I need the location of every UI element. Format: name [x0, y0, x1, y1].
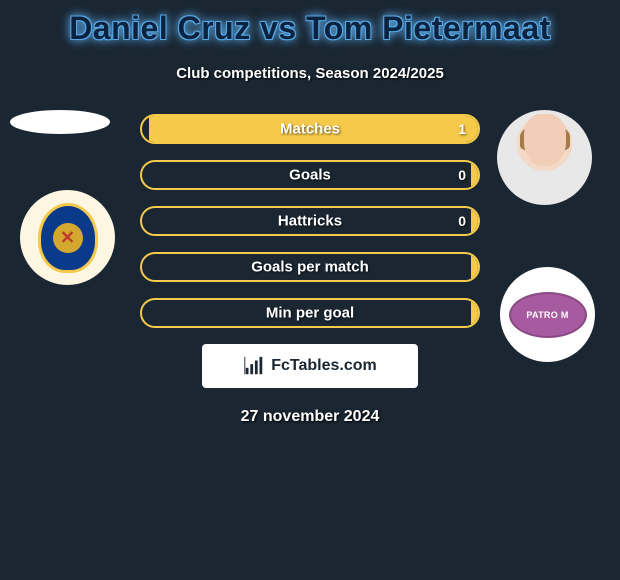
club-badge-icon: PATRO M: [509, 292, 587, 338]
stat-label: Goals per match: [142, 259, 478, 276]
player-left-avatar: [10, 110, 110, 134]
player-right-avatar: [497, 110, 592, 205]
subtitle: Club competitions, Season 2024/2025: [0, 65, 620, 82]
page-title: Daniel Cruz vs Tom Pietermaat: [0, 0, 620, 47]
snapshot-date: 27 november 2024: [0, 408, 620, 426]
logo-text: FcTables.com: [271, 357, 377, 375]
player-right-club-badge: PATRO M: [500, 267, 595, 362]
stat-value-right: 0: [458, 167, 466, 183]
stat-value-right: 1: [458, 121, 466, 137]
stat-label: Hattricks: [142, 213, 478, 230]
fctables-logo: FcTables.com: [202, 344, 418, 388]
stat-value-right: 0: [458, 213, 466, 229]
club-badge-icon: [38, 203, 98, 273]
stats-area: PATRO M Matches1Goals0Hattricks0Goals pe…: [0, 112, 620, 328]
stat-label: Matches: [142, 121, 478, 138]
player-left-club-badge: [20, 190, 115, 285]
chart-icon: [243, 355, 265, 377]
stat-row: Hattricks0: [140, 206, 480, 236]
stat-row: Min per goal: [140, 298, 480, 328]
comparison-bars: Matches1Goals0Hattricks0Goals per matchM…: [140, 112, 480, 328]
stat-label: Goals: [142, 167, 478, 184]
stat-row: Matches1: [140, 114, 480, 144]
avatar-face: [524, 114, 566, 166]
stat-row: Goals0: [140, 160, 480, 190]
stat-label: Min per goal: [142, 305, 478, 322]
stat-row: Goals per match: [140, 252, 480, 282]
